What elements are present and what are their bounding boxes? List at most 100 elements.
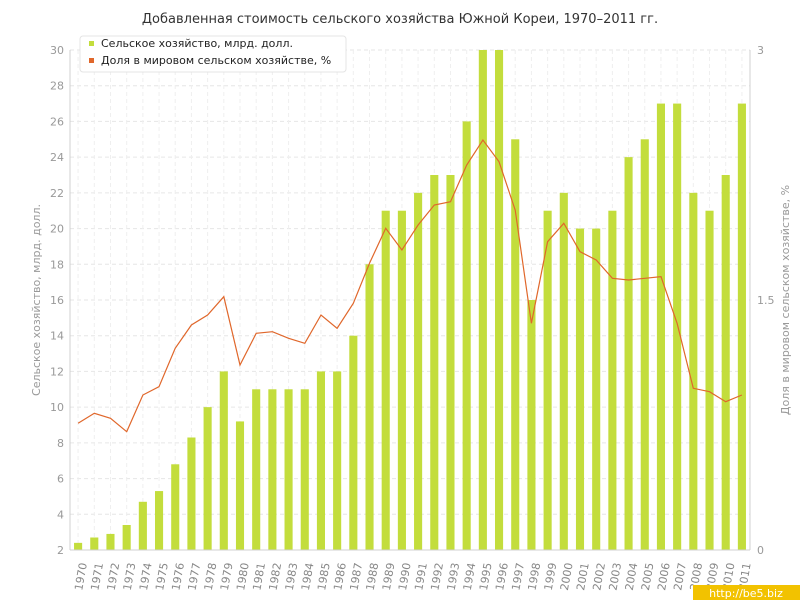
bar-1996[interactable] xyxy=(495,50,504,550)
x-tick-label: 1988 xyxy=(364,562,382,592)
bars xyxy=(74,50,746,551)
bar-1979[interactable] xyxy=(219,371,228,550)
x-tick-label: 1978 xyxy=(202,562,220,592)
bar-2009[interactable] xyxy=(705,210,714,550)
share-line xyxy=(77,138,743,433)
bar-1991[interactable] xyxy=(414,192,423,550)
x-tick-label: 1973 xyxy=(121,562,139,592)
x-tick-label: 2009 xyxy=(704,562,722,592)
legend-marker-line xyxy=(89,58,94,63)
bar-1993[interactable] xyxy=(446,175,455,550)
x-tick-label: 1974 xyxy=(137,562,155,592)
y-tick-label: 4 xyxy=(57,508,64,521)
bar-1995[interactable] xyxy=(478,50,487,550)
x-tick-label: 1997 xyxy=(509,562,527,592)
x-tick-label: 1980 xyxy=(234,562,252,592)
bar-1973[interactable] xyxy=(122,525,131,550)
x-tick-label: 1996 xyxy=(493,562,511,592)
x-tick-label: 1970 xyxy=(72,562,90,592)
bar-1971[interactable] xyxy=(90,537,99,551)
x-tick-label: 1976 xyxy=(169,562,187,592)
bar-2007[interactable] xyxy=(673,103,682,551)
bar-1994[interactable] xyxy=(462,121,471,550)
x-tick-label: 2011 xyxy=(736,562,754,592)
x-tick-label: 2002 xyxy=(590,562,608,592)
bar-1987[interactable] xyxy=(349,335,358,550)
bar-1997[interactable] xyxy=(511,139,520,551)
x-tick-label: 2005 xyxy=(639,562,657,592)
y-tick-label: 12 xyxy=(50,365,64,378)
bar-1986[interactable] xyxy=(333,371,342,550)
bar-1985[interactable] xyxy=(316,371,325,550)
bar-2003[interactable] xyxy=(608,210,617,550)
x-tick-label: 1994 xyxy=(461,562,479,592)
y-tick-label: 30 xyxy=(50,44,64,57)
y-tick-label: 6 xyxy=(57,473,64,486)
x-tick-label: 1986 xyxy=(331,562,349,592)
y-tick-label: 16 xyxy=(50,294,64,307)
bar-1988[interactable] xyxy=(365,264,374,550)
bar-1970[interactable] xyxy=(74,542,83,550)
y-tick-label: 14 xyxy=(50,330,64,343)
bar-2000[interactable] xyxy=(559,192,568,550)
legend[interactable]: Сельское хозяйство, млрд. долл. Доля в м… xyxy=(79,35,347,73)
bar-2010[interactable] xyxy=(721,175,730,550)
x-tick-label: 1999 xyxy=(542,562,560,592)
watermark-link[interactable]: http://be5.biz xyxy=(709,587,783,600)
share-line-path[interactable] xyxy=(77,138,743,433)
legend-label-line[interactable]: Доля в мировом сельском хозяйстве, % xyxy=(101,54,331,67)
y-tick-label: 10 xyxy=(50,401,64,414)
bar-2002[interactable] xyxy=(592,228,601,551)
x-tick-label: 2004 xyxy=(623,562,641,592)
y-tick-label: 2 xyxy=(57,544,64,557)
axes xyxy=(69,50,751,551)
bar-1974[interactable] xyxy=(138,501,147,550)
bar-1998[interactable] xyxy=(527,300,536,550)
legend-marker-bars xyxy=(89,41,94,46)
x-tick-label: 1971 xyxy=(88,562,106,592)
bar-1976[interactable] xyxy=(171,464,180,550)
legend-label-bars[interactable]: Сельское хозяйство, млрд. долл. xyxy=(101,37,293,50)
bar-1984[interactable] xyxy=(300,389,309,550)
bar-1982[interactable] xyxy=(268,389,277,550)
bar-1992[interactable] xyxy=(430,175,439,550)
y2-tick-label: 1.5 xyxy=(757,294,775,307)
bar-1983[interactable] xyxy=(284,389,293,550)
x-tick-label: 1983 xyxy=(283,562,301,592)
x-tick-label: 2007 xyxy=(671,562,689,592)
bar-2004[interactable] xyxy=(624,157,633,550)
x-tick-label: 2008 xyxy=(687,562,705,592)
bar-2011[interactable] xyxy=(737,103,746,551)
x-tick-label: 1981 xyxy=(250,562,268,592)
x-tick-label: 2001 xyxy=(574,562,592,592)
bar-1990[interactable] xyxy=(397,210,406,550)
bar-2006[interactable] xyxy=(656,103,665,551)
y2-axis-title: Доля в мировом сельском хозяйстве, % xyxy=(779,185,792,415)
y-tick-label: 22 xyxy=(50,187,64,200)
x-tick-label: 1972 xyxy=(105,562,123,592)
x-tick-label: 2010 xyxy=(720,562,738,592)
bar-2008[interactable] xyxy=(689,192,698,550)
bar-1975[interactable] xyxy=(155,491,164,550)
bar-1978[interactable] xyxy=(203,407,212,550)
bar-1999[interactable] xyxy=(543,210,552,550)
legend-box xyxy=(79,35,347,73)
bar-2001[interactable] xyxy=(575,228,585,551)
x-tick-label: 1984 xyxy=(299,562,317,592)
x-tick-label: 1998 xyxy=(526,562,544,592)
watermark[interactable]: http://be5.biz xyxy=(693,585,800,600)
bar-1989[interactable] xyxy=(381,210,390,550)
bar-1977[interactable] xyxy=(187,437,196,551)
y-tick-label: 8 xyxy=(57,437,64,450)
y2-tick-label: 3 xyxy=(757,44,764,57)
y-tick-label: 20 xyxy=(50,223,64,236)
y2-tick-label: 0 xyxy=(757,544,764,557)
bar-1972[interactable] xyxy=(106,533,115,550)
y-tick-label: 24 xyxy=(50,151,64,164)
bar-1980[interactable] xyxy=(235,421,245,550)
y-axis-title: Сельское хозяйство, млрд. долл. xyxy=(30,204,43,396)
y-tick-label: 26 xyxy=(50,115,64,128)
watermark-bg xyxy=(693,585,800,600)
bar-1981[interactable] xyxy=(252,389,261,550)
bar-2005[interactable] xyxy=(640,139,649,551)
